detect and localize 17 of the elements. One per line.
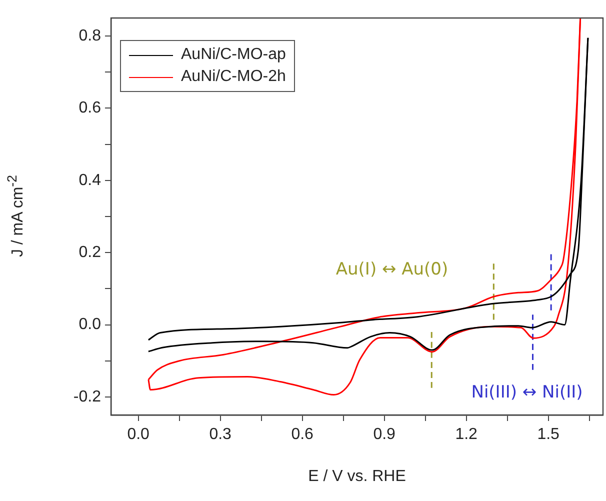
x-tick-label: 0.0 xyxy=(127,426,150,444)
annotation: Au(I) ↔ Au(0) xyxy=(336,259,448,280)
y-tick-label: -0.2 xyxy=(73,388,102,406)
legend-label: AuNi/C-MO-ap xyxy=(181,46,286,64)
y-tick-label: 0.2 xyxy=(78,244,102,261)
x-tick-label: 0.9 xyxy=(373,426,396,444)
x-tick-label: 1.2 xyxy=(455,426,478,444)
y-tick-label: 0.8 xyxy=(78,27,102,44)
x-tick-label: 0.6 xyxy=(291,426,314,444)
legend-label: AuNi/C-MO-2h xyxy=(181,68,286,86)
y-tick-label: 0.6 xyxy=(78,100,102,117)
x-tick-label: 0.3 xyxy=(209,426,232,444)
y-tick-label: 0.0 xyxy=(78,316,102,334)
annotation: Ni(III) ↔ Ni(II) xyxy=(471,382,583,402)
x-axis-title: E / V vs. RHE xyxy=(307,468,407,486)
y-tick-label: 0.4 xyxy=(78,172,102,189)
x-tick-label: 1.5 xyxy=(537,426,560,444)
